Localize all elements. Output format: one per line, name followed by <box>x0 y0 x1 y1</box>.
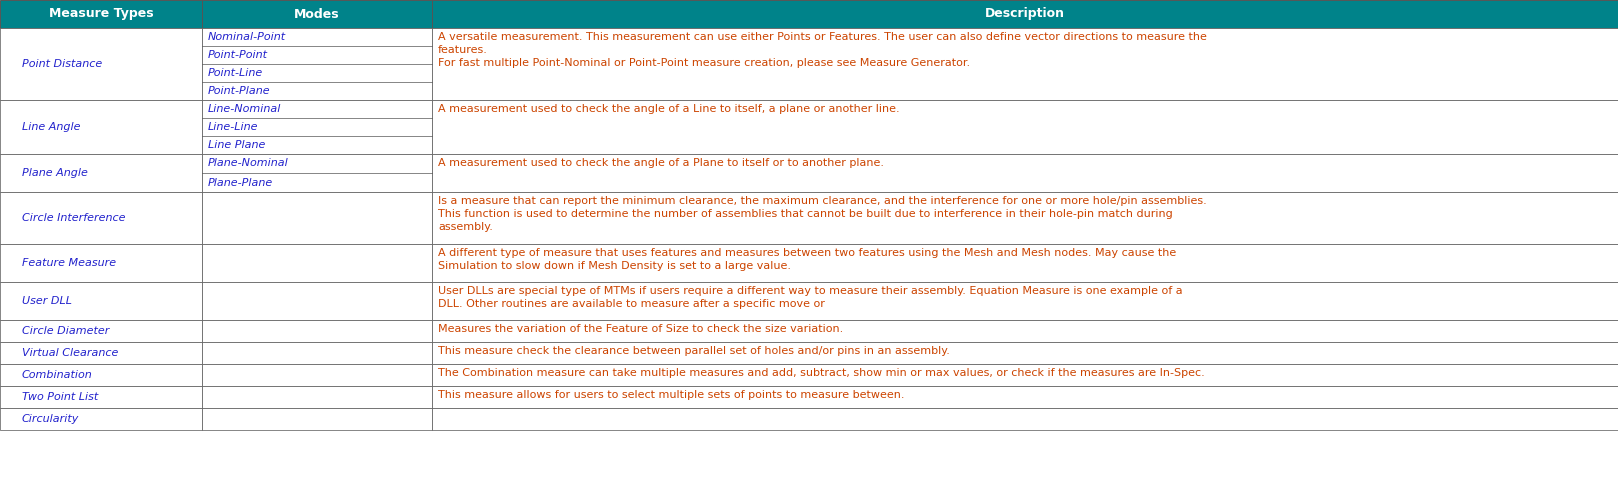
Text: Nominal-Point: Nominal-Point <box>209 32 286 42</box>
Bar <box>0 0 202 28</box>
Bar <box>432 154 1618 192</box>
Text: Virtual Clearance: Virtual Clearance <box>23 348 118 358</box>
Bar <box>202 364 432 386</box>
Text: User DLLs are special type of MTMs if users require a different way to measure t: User DLLs are special type of MTMs if us… <box>438 286 1183 309</box>
Text: User DLL: User DLL <box>23 296 71 306</box>
Bar <box>0 342 202 364</box>
Text: Point-Point: Point-Point <box>209 50 269 60</box>
Bar <box>432 244 1618 282</box>
Bar <box>0 364 202 386</box>
Text: Circle Interference: Circle Interference <box>23 213 126 223</box>
Bar <box>432 342 1618 364</box>
Bar <box>432 0 1618 28</box>
Text: A measurement used to check the angle of a Plane to itself or to another plane.: A measurement used to check the angle of… <box>438 158 883 168</box>
Bar <box>432 408 1618 430</box>
Text: Line-Nominal: Line-Nominal <box>209 104 282 114</box>
Text: This measure check the clearance between parallel set of holes and/or pins in an: This measure check the clearance between… <box>438 346 950 356</box>
Bar <box>0 408 202 430</box>
Text: Modes: Modes <box>294 7 340 20</box>
Text: Point Distance: Point Distance <box>23 59 102 69</box>
Text: A versatile measurement. This measurement can use either Points or Features. The: A versatile measurement. This measuremen… <box>438 32 1207 68</box>
Text: Plane Angle: Plane Angle <box>23 168 87 178</box>
Text: Description: Description <box>985 7 1065 20</box>
Text: This measure allows for users to select multiple sets of points to measure betwe: This measure allows for users to select … <box>438 390 904 400</box>
Text: Measures the variation of the Feature of Size to check the size variation.: Measures the variation of the Feature of… <box>438 324 843 334</box>
Bar <box>0 282 202 320</box>
Bar <box>202 0 432 28</box>
Bar <box>432 320 1618 342</box>
Text: A different type of measure that uses features and measures between two features: A different type of measure that uses fe… <box>438 248 1176 271</box>
Text: Line Plane: Line Plane <box>209 140 265 150</box>
Bar <box>202 100 432 154</box>
Text: Point-Line: Point-Line <box>209 68 264 78</box>
Bar <box>432 28 1618 100</box>
Bar <box>432 100 1618 154</box>
Bar <box>202 192 432 244</box>
Bar <box>0 320 202 342</box>
Bar <box>202 320 432 342</box>
Bar <box>202 154 432 192</box>
Text: Point-Plane: Point-Plane <box>209 86 270 96</box>
Text: Line-Line: Line-Line <box>209 122 259 132</box>
Bar <box>202 244 432 282</box>
Text: Combination: Combination <box>23 370 92 380</box>
Bar <box>432 364 1618 386</box>
Text: A measurement used to check the angle of a Line to itself, a plane or another li: A measurement used to check the angle of… <box>438 104 900 114</box>
Text: Line Angle: Line Angle <box>23 122 81 132</box>
Bar <box>432 386 1618 408</box>
Bar <box>202 282 432 320</box>
Text: Feature Measure: Feature Measure <box>23 258 116 268</box>
Text: Two Point List: Two Point List <box>23 392 99 402</box>
Text: Plane-Nominal: Plane-Nominal <box>209 158 288 169</box>
Text: Circularity: Circularity <box>23 414 79 424</box>
Text: Measure Types: Measure Types <box>49 7 154 20</box>
Bar <box>202 28 432 100</box>
Bar <box>0 386 202 408</box>
Bar <box>432 282 1618 320</box>
Bar <box>0 192 202 244</box>
Text: Circle Diameter: Circle Diameter <box>23 326 110 336</box>
Bar <box>432 192 1618 244</box>
Text: Plane-Plane: Plane-Plane <box>209 177 273 187</box>
Bar <box>0 28 202 100</box>
Bar <box>0 244 202 282</box>
Bar <box>202 408 432 430</box>
Bar <box>0 154 202 192</box>
Bar <box>202 386 432 408</box>
Bar <box>202 342 432 364</box>
Text: Is a measure that can report the minimum clearance, the maximum clearance, and t: Is a measure that can report the minimum… <box>438 196 1207 232</box>
Bar <box>0 100 202 154</box>
Text: The Combination measure can take multiple measures and add, subtract, show min o: The Combination measure can take multipl… <box>438 368 1205 378</box>
